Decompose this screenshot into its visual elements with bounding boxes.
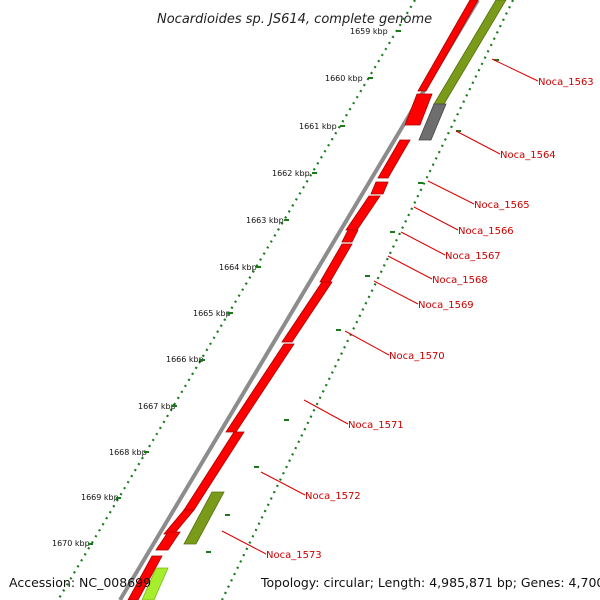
- gene-feature-noca-1565[interactable]: [377, 139, 411, 179]
- topology-text: Topology: circular; Length: 4,985,871 bp…: [260, 575, 600, 590]
- gene-label[interactable]: Noca_1570: [389, 351, 445, 362]
- gene-feature[interactable]: [404, 93, 433, 126]
- gene-label[interactable]: Noca_1569: [418, 300, 474, 311]
- gene-labels: Noca_1563 Noca_1564 Noca_1565 Noca_1566 …: [266, 77, 594, 561]
- tick-label: 1665 kbp: [193, 309, 231, 318]
- leader-line: [221, 530, 267, 555]
- gene-label[interactable]: Noca_1564: [500, 150, 556, 161]
- inner-tick-group: [206, 59, 499, 553]
- gene-feature-noca-1566[interactable]: [370, 181, 389, 195]
- map-title: Nocardioides sp. JS614, complete genome: [157, 12, 432, 27]
- leader-line: [373, 280, 419, 305]
- leader-line: [387, 255, 433, 280]
- gene-feature-noca-1570[interactable]: [281, 281, 333, 343]
- gene-feature-highlight[interactable]: [141, 567, 169, 600]
- leader-lines: [221, 58, 539, 555]
- gene-label[interactable]: Noca_1572: [305, 491, 361, 502]
- tick-label: 1668 kbp: [109, 448, 147, 457]
- tick-label: 1661 kbp: [299, 122, 337, 131]
- tick-label: 1663 kbp: [246, 216, 284, 225]
- gene-label[interactable]: Noca_1563: [538, 77, 594, 88]
- gene-feature[interactable]: [417, 0, 479, 92]
- leader-line: [427, 180, 475, 205]
- gene-feature-noca-1568[interactable]: [341, 229, 359, 243]
- leader-line: [344, 330, 390, 356]
- accession-text: Accession: NC_008699: [9, 575, 151, 590]
- gene-feature-noca-1572[interactable]: [183, 491, 225, 545]
- gene-label[interactable]: Noca_1573: [266, 550, 322, 561]
- tick-label: 1666 kbp: [166, 355, 204, 364]
- gene-label[interactable]: Noca_1566: [458, 226, 514, 237]
- leader-line: [400, 231, 446, 256]
- leader-line: [455, 130, 501, 155]
- gene-label[interactable]: Noca_1567: [445, 251, 501, 262]
- gene-label[interactable]: Noca_1568: [432, 275, 488, 286]
- tick-label: 1669 kbp: [81, 493, 119, 502]
- tick-label: 1662 kbp: [272, 169, 310, 178]
- leader-line: [413, 206, 459, 231]
- outer-dotted-track: [57, 0, 416, 600]
- gene-feature-noca-1564[interactable]: [418, 103, 447, 141]
- tick-label: 1670 kbp: [52, 539, 90, 548]
- tick-label: 1664 kbp: [219, 263, 257, 272]
- leader-line: [303, 399, 349, 425]
- leader-line: [260, 471, 306, 496]
- tick-label: 1667 kbp: [138, 402, 176, 411]
- gene-label[interactable]: Noca_1565: [474, 200, 530, 211]
- gene-feature-noca-1569[interactable]: [319, 243, 353, 283]
- gene-label[interactable]: Noca_1571: [348, 420, 404, 431]
- tick-label: 1659 kbp: [350, 27, 388, 36]
- gene-feature[interactable]: [127, 555, 163, 600]
- tick-label: 1660 kbp: [325, 74, 363, 83]
- gene-feature-noca-1571[interactable]: [225, 343, 295, 433]
- leader-line: [491, 58, 539, 82]
- gene-track: [127, 0, 507, 600]
- gene-feature-noca-1573[interactable]: [155, 531, 181, 551]
- tick-group: 1659 kbp 1660 kbp 1661 kbp 1662 kbp 1663…: [52, 27, 401, 548]
